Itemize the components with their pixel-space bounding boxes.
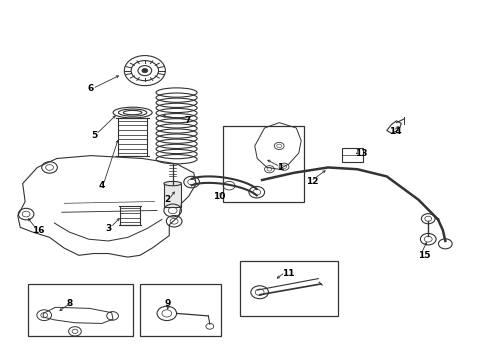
Text: 3: 3 — [106, 224, 112, 233]
Text: 13: 13 — [355, 149, 368, 158]
Bar — [27, 284, 133, 336]
Text: 7: 7 — [184, 116, 190, 125]
Text: 5: 5 — [91, 131, 98, 140]
Text: 10: 10 — [213, 192, 225, 201]
Bar — [164, 184, 181, 207]
Text: 6: 6 — [88, 84, 94, 93]
Text: 16: 16 — [32, 226, 45, 235]
Bar — [240, 261, 338, 316]
Text: 4: 4 — [98, 181, 105, 190]
Circle shape — [142, 68, 148, 73]
Text: 15: 15 — [418, 251, 431, 260]
Text: 14: 14 — [389, 127, 402, 136]
Text: 2: 2 — [164, 195, 171, 204]
Ellipse shape — [164, 181, 181, 186]
Text: 9: 9 — [164, 299, 171, 308]
Bar — [342, 148, 363, 162]
Text: 12: 12 — [306, 177, 318, 186]
Text: 11: 11 — [282, 269, 294, 278]
Text: 8: 8 — [67, 299, 73, 308]
Bar — [140, 284, 220, 336]
Bar — [223, 126, 304, 202]
Text: 1: 1 — [277, 163, 283, 172]
